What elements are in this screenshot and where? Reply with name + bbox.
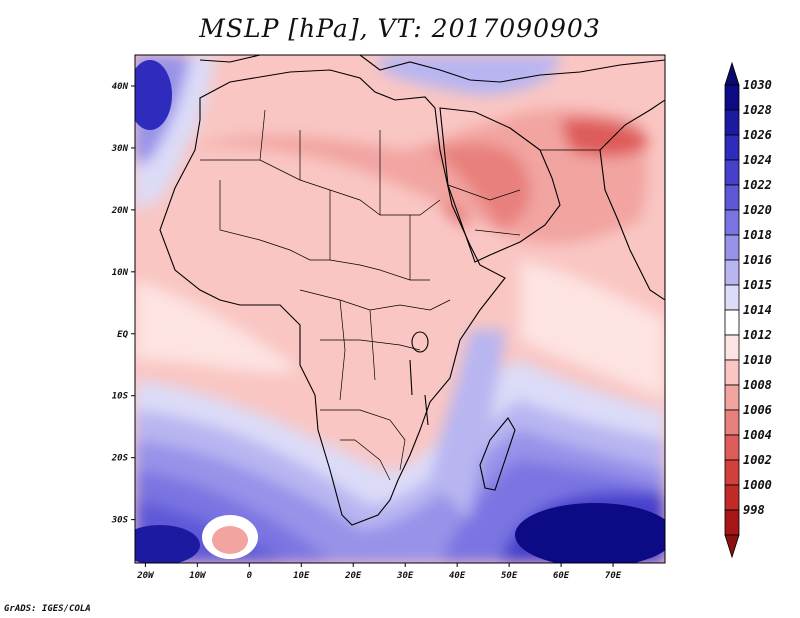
colorbar-label: 1010 — [743, 353, 772, 367]
colorbar-swatch — [724, 209, 740, 236]
lake-tanganyika — [409, 359, 413, 396]
europe-coastline — [199, 55, 665, 83]
colorbar-label: 998 — [743, 503, 765, 517]
colorbar-label: 1018 — [743, 228, 772, 242]
colorbar-swatch — [724, 509, 740, 536]
colorbar-swatch — [724, 409, 740, 436]
colorbar-swatch — [724, 134, 740, 161]
colorbar-label: 1030 — [743, 78, 772, 92]
colorbar-swatch — [724, 484, 740, 511]
colorbar-label: 1014 — [743, 303, 772, 317]
colorbar-label: 1008 — [743, 378, 772, 392]
field-band-1012-east — [520, 260, 665, 400]
pressure-field — [135, 55, 665, 563]
india-coastline — [599, 99, 665, 301]
credit-label: GrADS: IGES/COLA — [4, 604, 91, 614]
colorbar-swatch — [724, 109, 740, 136]
colorbar-swatch — [724, 84, 740, 111]
field-band-1004-redsea — [440, 200, 470, 228]
mascarene-high-core — [515, 503, 665, 563]
colorbar-label: 1002 — [743, 453, 772, 467]
colorbar-label: 1004 — [743, 428, 772, 442]
colorbar-label: 1000 — [743, 478, 772, 492]
lat-tick-label: EQ — [117, 330, 128, 340]
st-helena-cell-inner — [212, 526, 248, 554]
field-band-med — [380, 55, 560, 95]
map-frame — [134, 54, 666, 564]
colorbar-label: 1026 — [743, 128, 772, 142]
lon-tick-label: 30E — [396, 571, 414, 581]
lon-tick-label: 70E — [605, 571, 622, 581]
lat-tick-label: 40N — [112, 82, 129, 92]
lon-tick-label: 0 — [247, 571, 253, 581]
colorbar-swatch — [724, 259, 740, 286]
colorbar-label: 1012 — [743, 328, 772, 342]
colorbar-label: 1015 — [743, 278, 772, 292]
lat-tick-label: 30S — [111, 516, 129, 526]
colorbar-top-arrow — [724, 61, 740, 86]
country-borders — [200, 109, 600, 481]
colorbar: 1030 1028 1026 1024 1022 1020 1018 1016 1015 1014… — [724, 61, 772, 559]
field-band-1008 — [170, 108, 648, 244]
africa-coastline — [159, 69, 506, 526]
colorbar-label: 1024 — [743, 153, 772, 167]
colorbar-swatch — [724, 434, 740, 461]
south-atlantic-high-core — [135, 525, 200, 563]
colorbar-label: 1022 — [743, 178, 772, 192]
latitude-axis: 40N 30N 20N 10N EQ 10S 20S 30S — [111, 82, 135, 526]
lat-tick-label: 20N — [111, 206, 129, 216]
lon-tick-label: 40E — [449, 571, 466, 581]
colorbar-label: 1020 — [743, 203, 772, 217]
map-title: MSLP [hPa], VT: 2017090903 — [199, 14, 601, 43]
lat-tick-label: 10S — [112, 392, 129, 402]
colorbar-swatch — [724, 359, 740, 386]
lat-tick-label: 30N — [111, 144, 129, 154]
colorbar-swatch — [724, 334, 740, 361]
lon-tick-label: 10W — [189, 571, 207, 581]
colorbar-label: 1016 — [743, 253, 772, 267]
colorbar-swatch — [724, 284, 740, 311]
coastlines — [159, 55, 665, 526]
longitude-axis: 20W 10W 0 10E 20E 30E 40E 50E 60E 70E — [136, 563, 622, 581]
field-band-1012-west — [135, 280, 300, 373]
lake-victoria — [411, 331, 429, 353]
colorbar-swatch — [724, 184, 740, 211]
field-band-1004-pakistan — [560, 118, 650, 157]
colorbar-label: 1006 — [743, 403, 772, 417]
colorbar-swatch — [724, 234, 740, 261]
lon-tick-label: 50E — [501, 571, 518, 581]
azores-high-core — [135, 60, 172, 130]
lon-tick-label: 10E — [293, 571, 310, 581]
madagascar-coastline — [479, 417, 516, 491]
field-band-1006-arabia — [430, 143, 531, 230]
lon-tick-label: 20W — [136, 571, 155, 581]
lat-tick-label: 10N — [112, 268, 129, 278]
colorbar-swatch — [724, 384, 740, 411]
colorbar-swatch — [724, 459, 740, 486]
colorbar-label: 1028 — [743, 103, 772, 117]
lon-tick-label: 20E — [344, 571, 362, 581]
colorbar-swatch — [724, 309, 740, 336]
lake-malawi — [424, 394, 429, 426]
lon-tick-label: 60E — [553, 571, 570, 581]
lat-tick-label: 20S — [111, 454, 129, 464]
colorbar-swatch — [724, 159, 740, 186]
field-band-coast — [430, 330, 505, 520]
colorbar-bottom-arrow — [724, 534, 740, 559]
